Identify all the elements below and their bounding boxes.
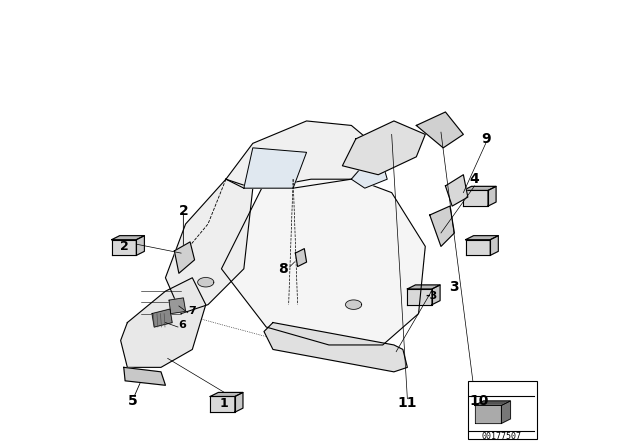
- Polygon shape: [463, 190, 488, 206]
- Polygon shape: [475, 405, 502, 423]
- Polygon shape: [430, 206, 454, 246]
- Text: 7: 7: [188, 306, 196, 316]
- Polygon shape: [502, 401, 511, 423]
- Polygon shape: [112, 240, 136, 255]
- Polygon shape: [342, 121, 425, 175]
- Polygon shape: [210, 392, 243, 396]
- Text: 2: 2: [179, 203, 188, 218]
- Polygon shape: [244, 148, 307, 188]
- Polygon shape: [463, 186, 496, 190]
- Polygon shape: [475, 401, 511, 405]
- Polygon shape: [466, 236, 499, 240]
- Text: 1: 1: [220, 396, 228, 410]
- Bar: [468, 381, 538, 439]
- Polygon shape: [112, 236, 145, 240]
- Polygon shape: [210, 396, 235, 412]
- Text: 4: 4: [470, 172, 479, 186]
- Polygon shape: [432, 285, 440, 305]
- Polygon shape: [165, 179, 253, 314]
- Polygon shape: [351, 148, 387, 188]
- Polygon shape: [346, 300, 362, 309]
- Polygon shape: [198, 278, 214, 287]
- Polygon shape: [445, 175, 468, 206]
- Text: -3: -3: [425, 291, 437, 301]
- Text: 00177507: 00177507: [481, 432, 522, 441]
- Polygon shape: [152, 309, 172, 327]
- Polygon shape: [235, 392, 243, 412]
- Text: 9: 9: [481, 132, 491, 146]
- Polygon shape: [490, 236, 499, 255]
- Text: 3: 3: [449, 280, 460, 294]
- Polygon shape: [226, 121, 378, 188]
- Polygon shape: [264, 323, 407, 372]
- Polygon shape: [124, 367, 165, 385]
- Text: 5: 5: [128, 394, 138, 408]
- Text: 6: 6: [179, 320, 186, 330]
- Text: 10: 10: [469, 394, 489, 408]
- Polygon shape: [296, 249, 307, 267]
- Polygon shape: [174, 242, 195, 273]
- Polygon shape: [466, 240, 490, 255]
- Text: 8: 8: [278, 262, 288, 276]
- Text: 2: 2: [120, 240, 129, 253]
- Polygon shape: [221, 179, 425, 345]
- Polygon shape: [121, 278, 206, 367]
- Text: 11: 11: [397, 396, 417, 410]
- Polygon shape: [407, 289, 432, 305]
- Polygon shape: [136, 236, 145, 255]
- Polygon shape: [417, 112, 463, 148]
- Polygon shape: [488, 186, 496, 206]
- Polygon shape: [169, 298, 186, 314]
- Polygon shape: [407, 285, 440, 289]
